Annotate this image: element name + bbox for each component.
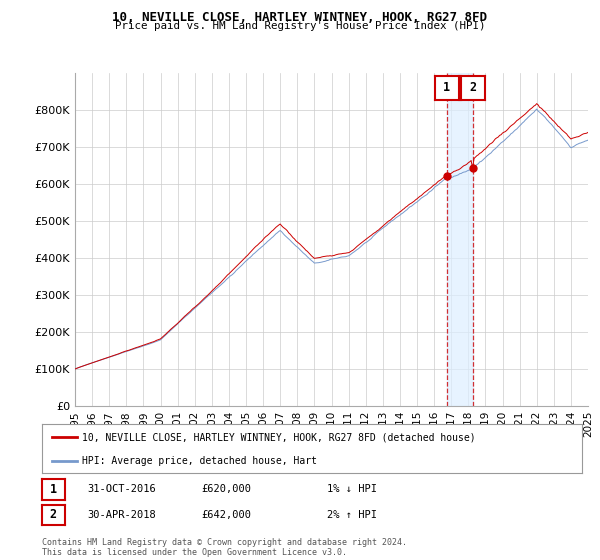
Text: 1% ↓ HPI: 1% ↓ HPI bbox=[327, 484, 377, 494]
Text: 2: 2 bbox=[50, 508, 57, 521]
Text: 31-OCT-2016: 31-OCT-2016 bbox=[87, 484, 156, 494]
Text: Contains HM Land Registry data © Crown copyright and database right 2024.
This d: Contains HM Land Registry data © Crown c… bbox=[42, 538, 407, 557]
Text: Price paid vs. HM Land Registry's House Price Index (HPI): Price paid vs. HM Land Registry's House … bbox=[115, 21, 485, 31]
Text: 2% ↑ HPI: 2% ↑ HPI bbox=[327, 510, 377, 520]
Text: HPI: Average price, detached house, Hart: HPI: Average price, detached house, Hart bbox=[83, 456, 317, 466]
Bar bbox=[447, 73, 473, 406]
Text: 1: 1 bbox=[443, 81, 451, 95]
Text: 1: 1 bbox=[50, 483, 57, 496]
Text: 10, NEVILLE CLOSE, HARTLEY WINTNEY, HOOK, RG27 8FD (detached house): 10, NEVILLE CLOSE, HARTLEY WINTNEY, HOOK… bbox=[83, 432, 476, 442]
Text: £642,000: £642,000 bbox=[201, 510, 251, 520]
Text: 2: 2 bbox=[469, 81, 476, 95]
Text: 10, NEVILLE CLOSE, HARTLEY WINTNEY, HOOK, RG27 8FD: 10, NEVILLE CLOSE, HARTLEY WINTNEY, HOOK… bbox=[113, 11, 487, 24]
Text: 30-APR-2018: 30-APR-2018 bbox=[87, 510, 156, 520]
Text: £620,000: £620,000 bbox=[201, 484, 251, 494]
